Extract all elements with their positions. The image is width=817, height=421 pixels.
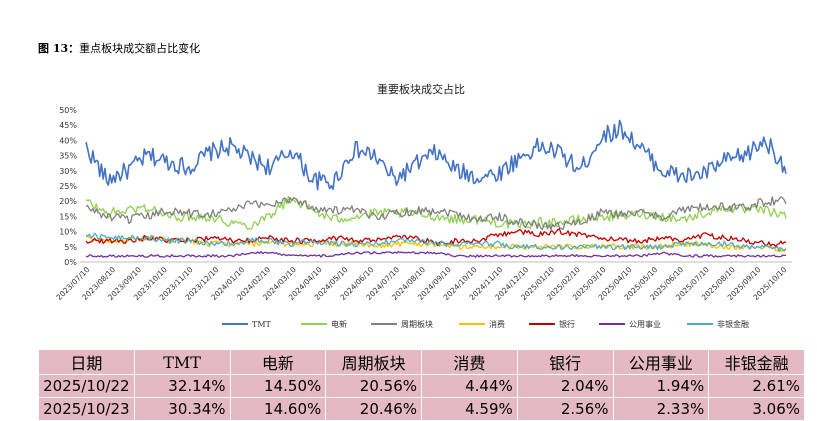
y-tick-label: 20% <box>59 197 77 206</box>
legend-label: TMT <box>252 320 272 329</box>
table-cell-value: 2.56% <box>516 397 614 421</box>
plot-area <box>85 119 787 258</box>
table-cell-value: 2.04% <box>516 374 614 398</box>
y-tick-label: 25% <box>59 182 77 191</box>
y-tick-label: 50% <box>59 106 77 115</box>
table-cell-value: 4.59% <box>421 397 518 421</box>
table-header-row: 日期 TMT 电新 周期板块 消费 银行 公用事业 非银金融 <box>38 349 805 375</box>
y-axis: 0% 5% 10% 15% 20% 25% 30% 35% 40% 45% 50% <box>59 106 792 267</box>
legend: TMT 电新 周期板块 消费 银行 公用事业 非银金融 <box>222 319 749 329</box>
table-cell-value: 20.46% <box>325 397 422 421</box>
legend-label: 公用事业 <box>629 319 661 329</box>
y-tick-label: 30% <box>59 167 77 176</box>
legend-label: 周期板块 <box>401 319 433 329</box>
table-header-cell: 公用事业 <box>612 349 710 375</box>
table-header-cell: 周期板块 <box>325 349 422 375</box>
table-row: 2025/10/22 32.14% 14.50% 20.56% 4.44% 2.04% 1.… <box>38 374 805 398</box>
y-tick-label: 10% <box>59 228 77 237</box>
y-tick-label: 35% <box>59 152 77 161</box>
table-row: 2025/10/23 30.34% 14.60% 20.46% 4.59% 2.56% 2.… <box>38 397 805 421</box>
table-cell-value: 2.61% <box>708 374 805 398</box>
series-line <box>85 234 787 253</box>
data-table: 日期 TMT 电新 周期板块 消费 银行 公用事业 非银金融 2025/10/22 32.14%… <box>38 349 805 421</box>
series-line <box>85 119 787 191</box>
y-tick-label: 0% <box>64 258 77 267</box>
table-cell-value: 14.50% <box>229 374 327 398</box>
table-cell-date: 2025/10/23 <box>38 397 135 421</box>
series-line <box>85 195 787 230</box>
figure-label: 图 13： <box>38 42 80 55</box>
table-header-cell: 消费 <box>421 349 518 375</box>
table-cell-value: 1.94% <box>612 374 710 398</box>
legend-label: 消费 <box>489 319 505 329</box>
figure-caption-text: 重点板块成交额占比变化 <box>79 42 201 55</box>
legend-label: 非银金融 <box>717 319 749 329</box>
y-tick-label: 15% <box>59 212 77 221</box>
y-tick-label: 40% <box>59 136 77 145</box>
legend-label: 电新 <box>331 319 347 329</box>
table-header-cell: TMT <box>133 349 231 375</box>
table-header-cell: 非银金融 <box>708 349 805 375</box>
legend-label: 银行 <box>559 319 575 329</box>
series-line <box>85 232 787 253</box>
y-tick-label: 5% <box>64 243 77 252</box>
table-cell-date: 2025/10/22 <box>38 374 135 398</box>
x-axis: 2023/07/102023/08/102023/09/102023/10/10… <box>54 265 788 302</box>
table-cell-value: 2.33% <box>612 397 710 421</box>
chart-title: 重要板块成交占比 <box>377 82 465 96</box>
table-cell-value: 3.06% <box>708 397 805 421</box>
table-header-cell: 银行 <box>516 349 614 375</box>
table-cell-value: 4.44% <box>421 374 518 398</box>
y-tick-label: 45% <box>59 121 77 130</box>
table-cell-value: 30.34% <box>133 397 231 421</box>
table-body: 2025/10/22 32.14% 14.50% 20.56% 4.44% 2.04% 1.… <box>38 374 805 421</box>
series-line <box>85 251 787 258</box>
figure-caption: 图 13：重点板块成交额占比变化 <box>38 40 200 56</box>
line-chart: 重要板块成交占比 0% 5% 10% 15% 20% 25% 30% 35% 40% 45% 50%… <box>54 82 792 329</box>
table-cell-value: 14.60% <box>229 397 327 421</box>
series-line <box>85 196 787 231</box>
table-header-cell: 电新 <box>229 349 327 375</box>
table-header-cell: 日期 <box>38 349 135 375</box>
table-cell-value: 32.14% <box>133 374 231 398</box>
table-cell-value: 20.56% <box>325 374 422 398</box>
